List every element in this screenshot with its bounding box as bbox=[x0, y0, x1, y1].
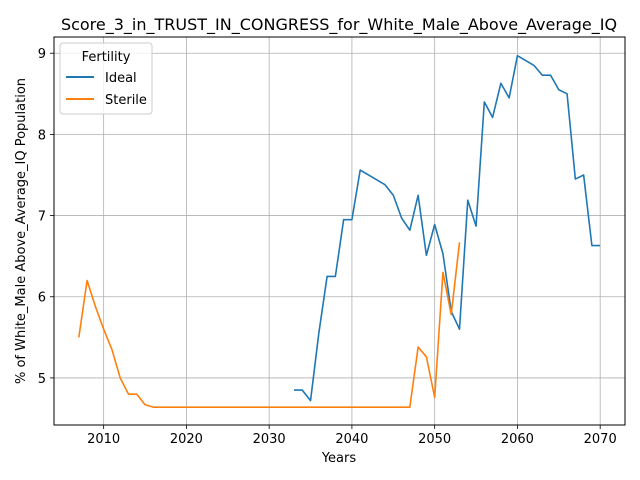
x-axis-label: Years bbox=[321, 451, 357, 466]
series-lines bbox=[78, 54, 601, 408]
plot-frame bbox=[53, 36, 626, 426]
y-tick-label: 7 bbox=[38, 210, 46, 225]
y-tick-label: 5 bbox=[38, 372, 46, 387]
y-tick-label: 9 bbox=[38, 47, 46, 62]
x-tick-label: 2020 bbox=[170, 432, 203, 447]
legend-box bbox=[59, 42, 153, 115]
x-tick-label: 2010 bbox=[87, 432, 120, 447]
series-line-ideal bbox=[293, 54, 601, 402]
x-tick-label: 2070 bbox=[584, 432, 617, 447]
y-tick-label: 8 bbox=[38, 128, 46, 143]
legend-label-ideal: Ideal bbox=[105, 71, 137, 86]
legend-title: Fertility bbox=[82, 50, 131, 65]
x-tick-label: 2060 bbox=[501, 432, 534, 447]
axis-ticks: 2010 2020 2030 2040 2050 2060 2070 5 6 7 8 9 bbox=[38, 47, 617, 447]
x-tick-label: 2030 bbox=[253, 432, 286, 447]
y-axis-label: % of White_Male Above_Average_IQ Populat… bbox=[14, 78, 29, 384]
y-tick-label: 6 bbox=[38, 291, 46, 306]
chart-title: Score_3_in_TRUST_IN_CONGRESS_for_White_M… bbox=[61, 15, 617, 35]
grid bbox=[54, 37, 625, 425]
legend: Fertility Ideal Sterile bbox=[59, 42, 153, 115]
x-tick-label: 2050 bbox=[418, 432, 451, 447]
legend-label-sterile: Sterile bbox=[105, 93, 147, 108]
x-tick-label: 2040 bbox=[335, 432, 368, 447]
series-line-sterile bbox=[78, 242, 461, 408]
